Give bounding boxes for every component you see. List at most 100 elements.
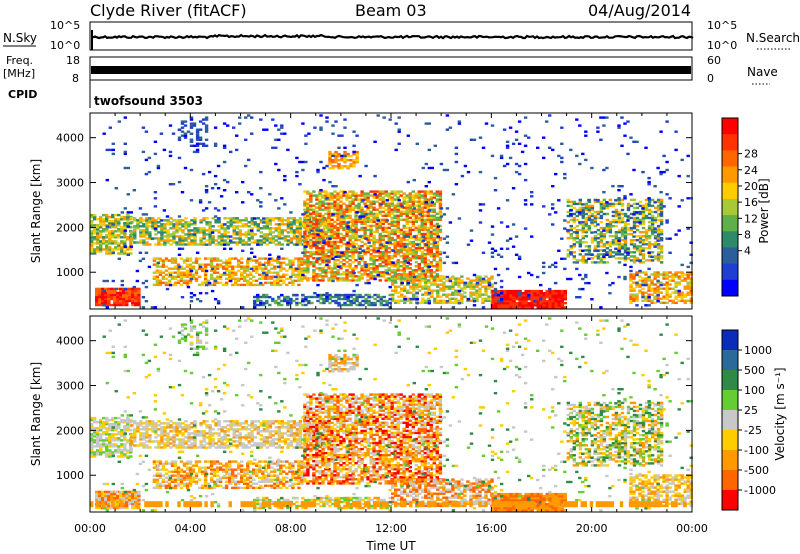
power-cell (599, 208, 604, 212)
power-cell (689, 301, 693, 304)
power-cell (209, 277, 214, 280)
power-cell (430, 166, 434, 170)
power-cell (387, 194, 391, 197)
power-cell (322, 241, 326, 244)
power-cell (166, 223, 170, 226)
power-cell (515, 306, 519, 309)
power-cell (369, 234, 373, 238)
power-cell (396, 190, 400, 193)
power-cell (659, 200, 664, 204)
power-cell (626, 257, 631, 260)
power-cell (330, 218, 334, 221)
power-cell (345, 196, 349, 199)
power-cell (429, 248, 433, 252)
power-cell (429, 261, 433, 264)
power-cell (264, 261, 268, 264)
power-cell (614, 235, 619, 238)
power-cell (123, 152, 127, 156)
power-cell (105, 230, 109, 233)
power-cell (406, 235, 410, 238)
power-cell (575, 208, 579, 212)
power-cell (337, 165, 341, 168)
power-cell (381, 275, 385, 278)
power-cell (390, 200, 394, 203)
power-cell (114, 226, 118, 229)
power-cell (656, 206, 661, 210)
power-cell (572, 251, 576, 254)
power-cell (277, 219, 281, 222)
power-cell (295, 294, 299, 297)
power-cell (469, 287, 473, 290)
power-cell (187, 237, 191, 240)
power-cell (429, 250, 433, 254)
power-cell (384, 190, 388, 193)
power-cell (432, 210, 436, 213)
power-cell (343, 191, 347, 194)
power-cell (581, 237, 585, 240)
power-cell (521, 306, 525, 309)
power-cell (114, 234, 118, 237)
power-cell (273, 281, 277, 284)
power-cell (137, 301, 141, 305)
power-cell (298, 233, 303, 236)
power-cell (130, 233, 134, 236)
power-cell (279, 261, 283, 264)
power-cell (387, 226, 391, 230)
power-cell (397, 285, 401, 288)
power-cell (237, 277, 241, 280)
power-cell (539, 294, 543, 297)
power-cell (402, 212, 406, 215)
power-cell (542, 302, 546, 305)
power-cell (414, 204, 418, 207)
power-cell (363, 234, 367, 238)
power-cell (514, 253, 519, 256)
power-cell (123, 116, 127, 119)
power-cell (363, 269, 367, 272)
power-cell (402, 198, 406, 201)
power-cell (432, 230, 436, 234)
power-cell (478, 295, 482, 298)
power-cell (333, 246, 337, 250)
power-cell (197, 267, 202, 270)
power-cell (375, 212, 379, 215)
power-cell (448, 297, 452, 300)
power-cell (105, 242, 109, 245)
power-cell (255, 267, 259, 270)
power-cell (653, 216, 658, 220)
power-cell (414, 265, 418, 268)
power-cell (384, 277, 388, 280)
power-cell (423, 210, 427, 213)
power-cell (432, 218, 436, 221)
power-cell (665, 291, 669, 294)
power-cell (584, 259, 588, 262)
power-cell (333, 230, 337, 234)
power-cell (490, 283, 494, 286)
power-cell (111, 222, 115, 225)
power-cell (481, 293, 485, 296)
power-cell (527, 136, 531, 139)
power-cell (253, 306, 257, 309)
power-cell (264, 265, 268, 268)
power-cell (244, 225, 248, 228)
power-cell (469, 285, 473, 288)
power-cell (399, 269, 403, 272)
power-cell (521, 294, 525, 297)
power-cell (629, 243, 634, 246)
power-cell (478, 277, 482, 280)
power-cell (255, 265, 259, 268)
power-cell (354, 198, 358, 201)
power-cell (160, 225, 164, 228)
power-cell (360, 192, 364, 195)
power-cell (310, 301, 314, 305)
power-cell (283, 229, 287, 232)
power-cell (145, 221, 149, 224)
power-cell (120, 242, 124, 245)
power-cell (536, 275, 540, 279)
power-cell (250, 241, 254, 244)
power-cell (623, 212, 628, 216)
power-cell (653, 231, 658, 234)
power-cell (387, 255, 391, 258)
power-cell (99, 232, 103, 235)
power-cell (99, 226, 103, 229)
power-cell (169, 227, 173, 230)
